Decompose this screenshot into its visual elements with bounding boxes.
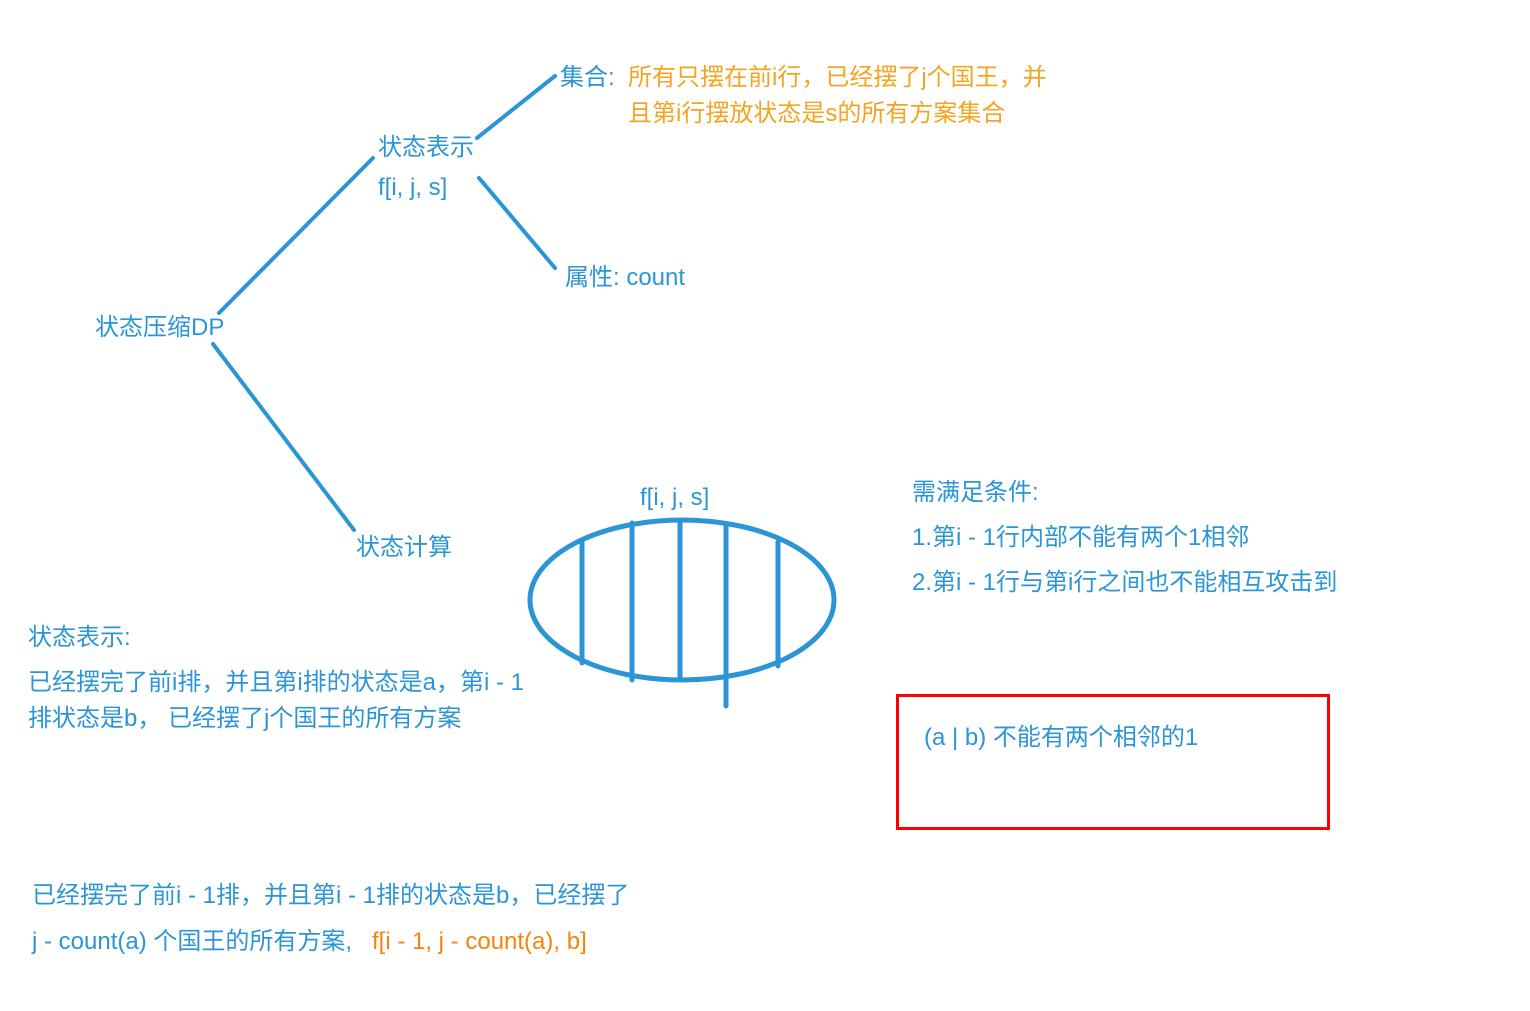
- red-highlight-box: [896, 694, 1330, 830]
- root-node: 状态压缩DP: [95, 310, 224, 346]
- set-desc: 所有只摆在前i行，已经摆了j个国王，并且第i行摆放状态是s的所有方案集合: [628, 60, 1068, 132]
- state-calc-node: 状态计算: [356, 530, 452, 566]
- prev-state-line2a: j - count(a) 个国王的所有方案,: [32, 924, 352, 960]
- prev-state-line2b: f[i - 1, j - count(a), b]: [372, 924, 587, 960]
- attr-node: 属性: count: [565, 260, 685, 296]
- set-label: 集合:: [560, 60, 615, 96]
- prev-state-line1: 已经摆完了前i - 1排，并且第i - 1排的状态是b，已经摆了: [32, 878, 629, 914]
- diagram-canvas: [0, 0, 1530, 1011]
- state-repr2-desc: 已经摆完了前i排，并且第i排的状态是a，第i - 1排状态是b， 已经摆了j个国…: [28, 665, 528, 737]
- conditions-title: 需满足条件:: [912, 475, 1039, 511]
- cond2: 2.第i - 1行与第i行之间也不能相互攻击到: [912, 565, 1342, 601]
- cond1: 1.第i - 1行内部不能有两个1相邻: [912, 520, 1249, 556]
- state-repr2-title: 状态表示:: [28, 620, 131, 656]
- fijs-center: f[i, j, s]: [640, 480, 709, 516]
- state-repr-node: 状态表示: [378, 130, 474, 166]
- state-repr-sub-node: f[i, j, s]: [378, 170, 447, 206]
